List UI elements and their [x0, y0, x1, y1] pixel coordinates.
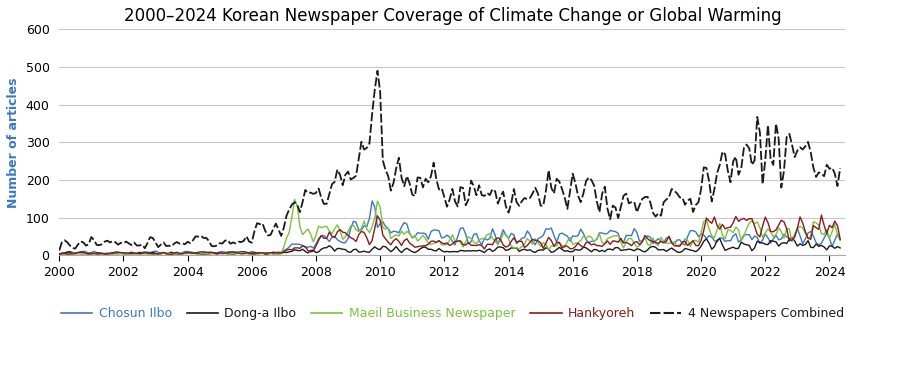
- Chosun Ilbo: [712, 239, 723, 244]
- Chosun Ilbo: [212, 250, 222, 255]
- Hankyoreh: [709, 214, 720, 219]
- 4 Newspapers Combined: [372, 69, 382, 73]
- Dong-a Ilbo: [773, 244, 784, 249]
- 4 Newspapers Combined: [374, 90, 385, 94]
- Legend: Chosun Ilbo, Dong-a Ilbo, Maeil Business Newspaper, Hankyoreh, 4 Newspapers Comb: Chosun Ilbo, Dong-a Ilbo, Maeil Business…: [56, 302, 849, 326]
- Dong-a Ilbo: [787, 235, 797, 240]
- Maeil Business Newspaper: [834, 238, 845, 243]
- 4 Newspapers Combined: [773, 136, 784, 141]
- Maeil Business Newspaper: [289, 197, 300, 202]
- Hankyoreh: [770, 228, 781, 232]
- Dong-a Ilbo: [834, 246, 845, 250]
- Hankyoreh: [698, 228, 709, 233]
- 4 Newspapers Combined: [212, 243, 222, 248]
- Hankyoreh: [834, 237, 845, 241]
- Hankyoreh: [372, 214, 382, 218]
- Hankyoreh: [212, 252, 222, 256]
- Chosun Ilbo: [701, 236, 712, 241]
- Dong-a Ilbo: [743, 243, 754, 248]
- Line: Dong-a Ilbo: Dong-a Ilbo: [59, 237, 840, 255]
- 4 Newspapers Combined: [743, 146, 754, 151]
- Maeil Business Newspaper: [374, 205, 385, 210]
- Chosun Ilbo: [374, 221, 385, 226]
- Line: 4 Newspapers Combined: 4 Newspapers Combined: [59, 71, 840, 250]
- Maeil Business Newspaper: [54, 252, 65, 257]
- Maeil Business Newspaper: [712, 227, 723, 232]
- Dong-a Ilbo: [121, 252, 131, 257]
- Chosun Ilbo: [773, 237, 784, 242]
- Maeil Business Newspaper: [212, 252, 222, 257]
- Hankyoreh: [54, 253, 65, 257]
- Y-axis label: Number of articles: Number of articles: [7, 77, 20, 208]
- Chosun Ilbo: [834, 237, 845, 242]
- Maeil Business Newspaper: [773, 226, 784, 230]
- Hankyoreh: [741, 218, 751, 223]
- Maeil Business Newspaper: [701, 218, 712, 223]
- Chosun Ilbo: [366, 199, 377, 203]
- Line: Hankyoreh: Hankyoreh: [59, 215, 840, 255]
- 4 Newspapers Combined: [701, 165, 712, 170]
- 4 Newspapers Combined: [54, 248, 65, 253]
- 4 Newspapers Combined: [712, 171, 723, 175]
- Title: 2000–2024 Korean Newspaper Coverage of Climate Change or Global Warming: 2000–2024 Korean Newspaper Coverage of C…: [123, 7, 781, 25]
- Line: Chosun Ilbo: Chosun Ilbo: [59, 201, 840, 255]
- Dong-a Ilbo: [374, 247, 385, 252]
- Maeil Business Newspaper: [743, 221, 754, 226]
- Line: Maeil Business Newspaper: Maeil Business Newspaper: [59, 200, 840, 255]
- 4 Newspapers Combined: [834, 166, 845, 170]
- Chosun Ilbo: [743, 232, 754, 237]
- Dong-a Ilbo: [54, 252, 65, 256]
- Dong-a Ilbo: [214, 250, 225, 255]
- Dong-a Ilbo: [701, 237, 712, 241]
- Dong-a Ilbo: [712, 238, 723, 242]
- Chosun Ilbo: [54, 252, 65, 257]
- Hankyoreh: [816, 213, 827, 218]
